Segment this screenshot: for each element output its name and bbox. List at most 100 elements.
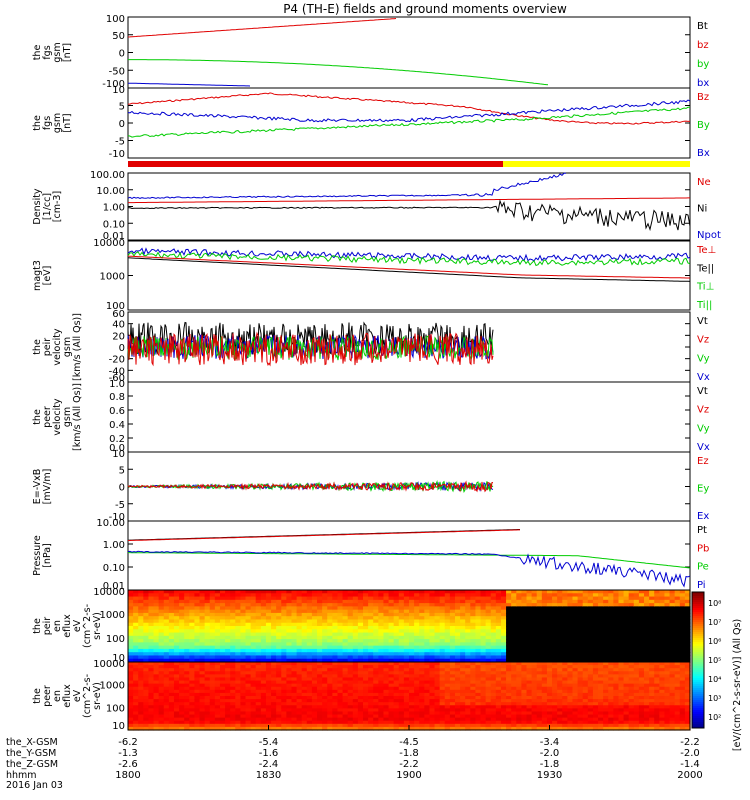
spec-cell	[250, 711, 257, 716]
spec-cell	[291, 596, 298, 601]
spec-cell	[311, 606, 318, 611]
spec-cell	[500, 603, 507, 607]
spec-cell	[531, 609, 538, 614]
spec-cell	[373, 696, 379, 700]
spec-cell	[572, 665, 579, 669]
spec-cell	[465, 593, 471, 598]
spec-cell	[490, 662, 497, 666]
spec-cell	[306, 658, 313, 663]
spec-cell	[138, 622, 144, 627]
spec-cell	[480, 599, 487, 604]
spec-cell	[475, 652, 482, 657]
spec-cell	[541, 606, 548, 611]
spec-cell	[306, 689, 313, 694]
spec-cell	[148, 616, 155, 621]
spec-cell	[644, 619, 650, 624]
y-tick-label: -10	[109, 512, 125, 523]
spec-cell	[373, 658, 379, 663]
spec-cell	[485, 686, 492, 691]
spec-cell	[393, 668, 400, 672]
spec-cell	[628, 645, 635, 650]
spec-cell	[138, 708, 144, 713]
spec-cell	[271, 686, 277, 691]
spec-cell	[296, 606, 303, 611]
spec-cell	[582, 609, 589, 614]
spec-cell	[245, 603, 252, 607]
spec-cell	[189, 662, 196, 666]
spec-cell	[342, 629, 349, 634]
spec-cell	[465, 629, 471, 634]
spec-cell	[363, 708, 369, 713]
spec-cell	[286, 711, 293, 716]
spec-cell	[541, 642, 548, 647]
spec-cell	[562, 662, 568, 666]
spec-cell	[449, 686, 456, 691]
spec-cell	[342, 726, 349, 731]
spec-cell	[541, 674, 548, 679]
spec-cell	[562, 677, 568, 682]
spec-cell	[332, 708, 339, 713]
spec-cell	[454, 683, 461, 688]
spec-cell	[363, 726, 369, 731]
spec-cell	[465, 674, 471, 679]
spec-cell	[332, 616, 339, 621]
spec-cell	[260, 652, 267, 657]
spec-cell	[638, 658, 645, 663]
spec-cell	[383, 677, 390, 682]
spec-cell	[659, 711, 666, 716]
spec-cell	[378, 683, 385, 688]
spec-cell	[470, 668, 477, 672]
spec-cell	[684, 645, 691, 650]
spec-cell	[255, 626, 262, 630]
spec-cell	[271, 717, 277, 722]
spec-cell	[184, 629, 190, 634]
spec-cell	[153, 596, 160, 601]
spec-cell	[296, 658, 303, 663]
spec-cell	[296, 639, 303, 643]
spec-cell	[306, 671, 313, 675]
spec-cell	[138, 645, 144, 650]
spec-cell	[128, 632, 134, 637]
spec-cell	[526, 726, 533, 731]
spec-cell	[572, 717, 579, 722]
spec-cell	[485, 668, 492, 672]
spec-cell	[194, 692, 201, 697]
spec-cell	[490, 723, 497, 728]
spec-cell	[133, 596, 139, 601]
spec-cell	[454, 603, 461, 607]
spec-cell	[521, 668, 528, 672]
spec-cell	[179, 689, 185, 694]
spec-cell	[143, 665, 150, 669]
spec-cell	[301, 658, 308, 663]
spec-cell	[342, 590, 349, 594]
spec-cell	[679, 648, 686, 653]
spec-cell	[363, 689, 369, 694]
spec-cell	[582, 616, 589, 621]
spec-cell	[454, 648, 461, 653]
spec-cell	[623, 692, 630, 697]
spec-cell	[138, 635, 144, 640]
spec-cell	[163, 711, 170, 716]
spec-cell	[434, 635, 441, 640]
spec-cell	[429, 642, 436, 647]
spec-cell	[378, 626, 385, 630]
spec-cell	[337, 662, 344, 666]
spec-cell	[271, 655, 277, 660]
spec-cell	[383, 629, 390, 634]
spec-cell	[189, 632, 196, 637]
spec-cell	[214, 714, 221, 719]
spec-cell	[398, 692, 405, 697]
spec-cell	[526, 606, 533, 611]
spec-cell	[260, 648, 267, 653]
spec-cell	[618, 626, 625, 630]
spec-cell	[572, 674, 579, 679]
y-tick-label: 60	[112, 309, 125, 320]
spec-cell	[592, 612, 599, 617]
spec-cell	[245, 642, 252, 647]
spec-cell	[347, 622, 354, 627]
spec-cell	[168, 680, 175, 685]
spec-cell	[168, 692, 175, 697]
spec-cell	[669, 658, 676, 663]
spec-cell	[342, 708, 349, 713]
spec-cell	[638, 632, 645, 637]
